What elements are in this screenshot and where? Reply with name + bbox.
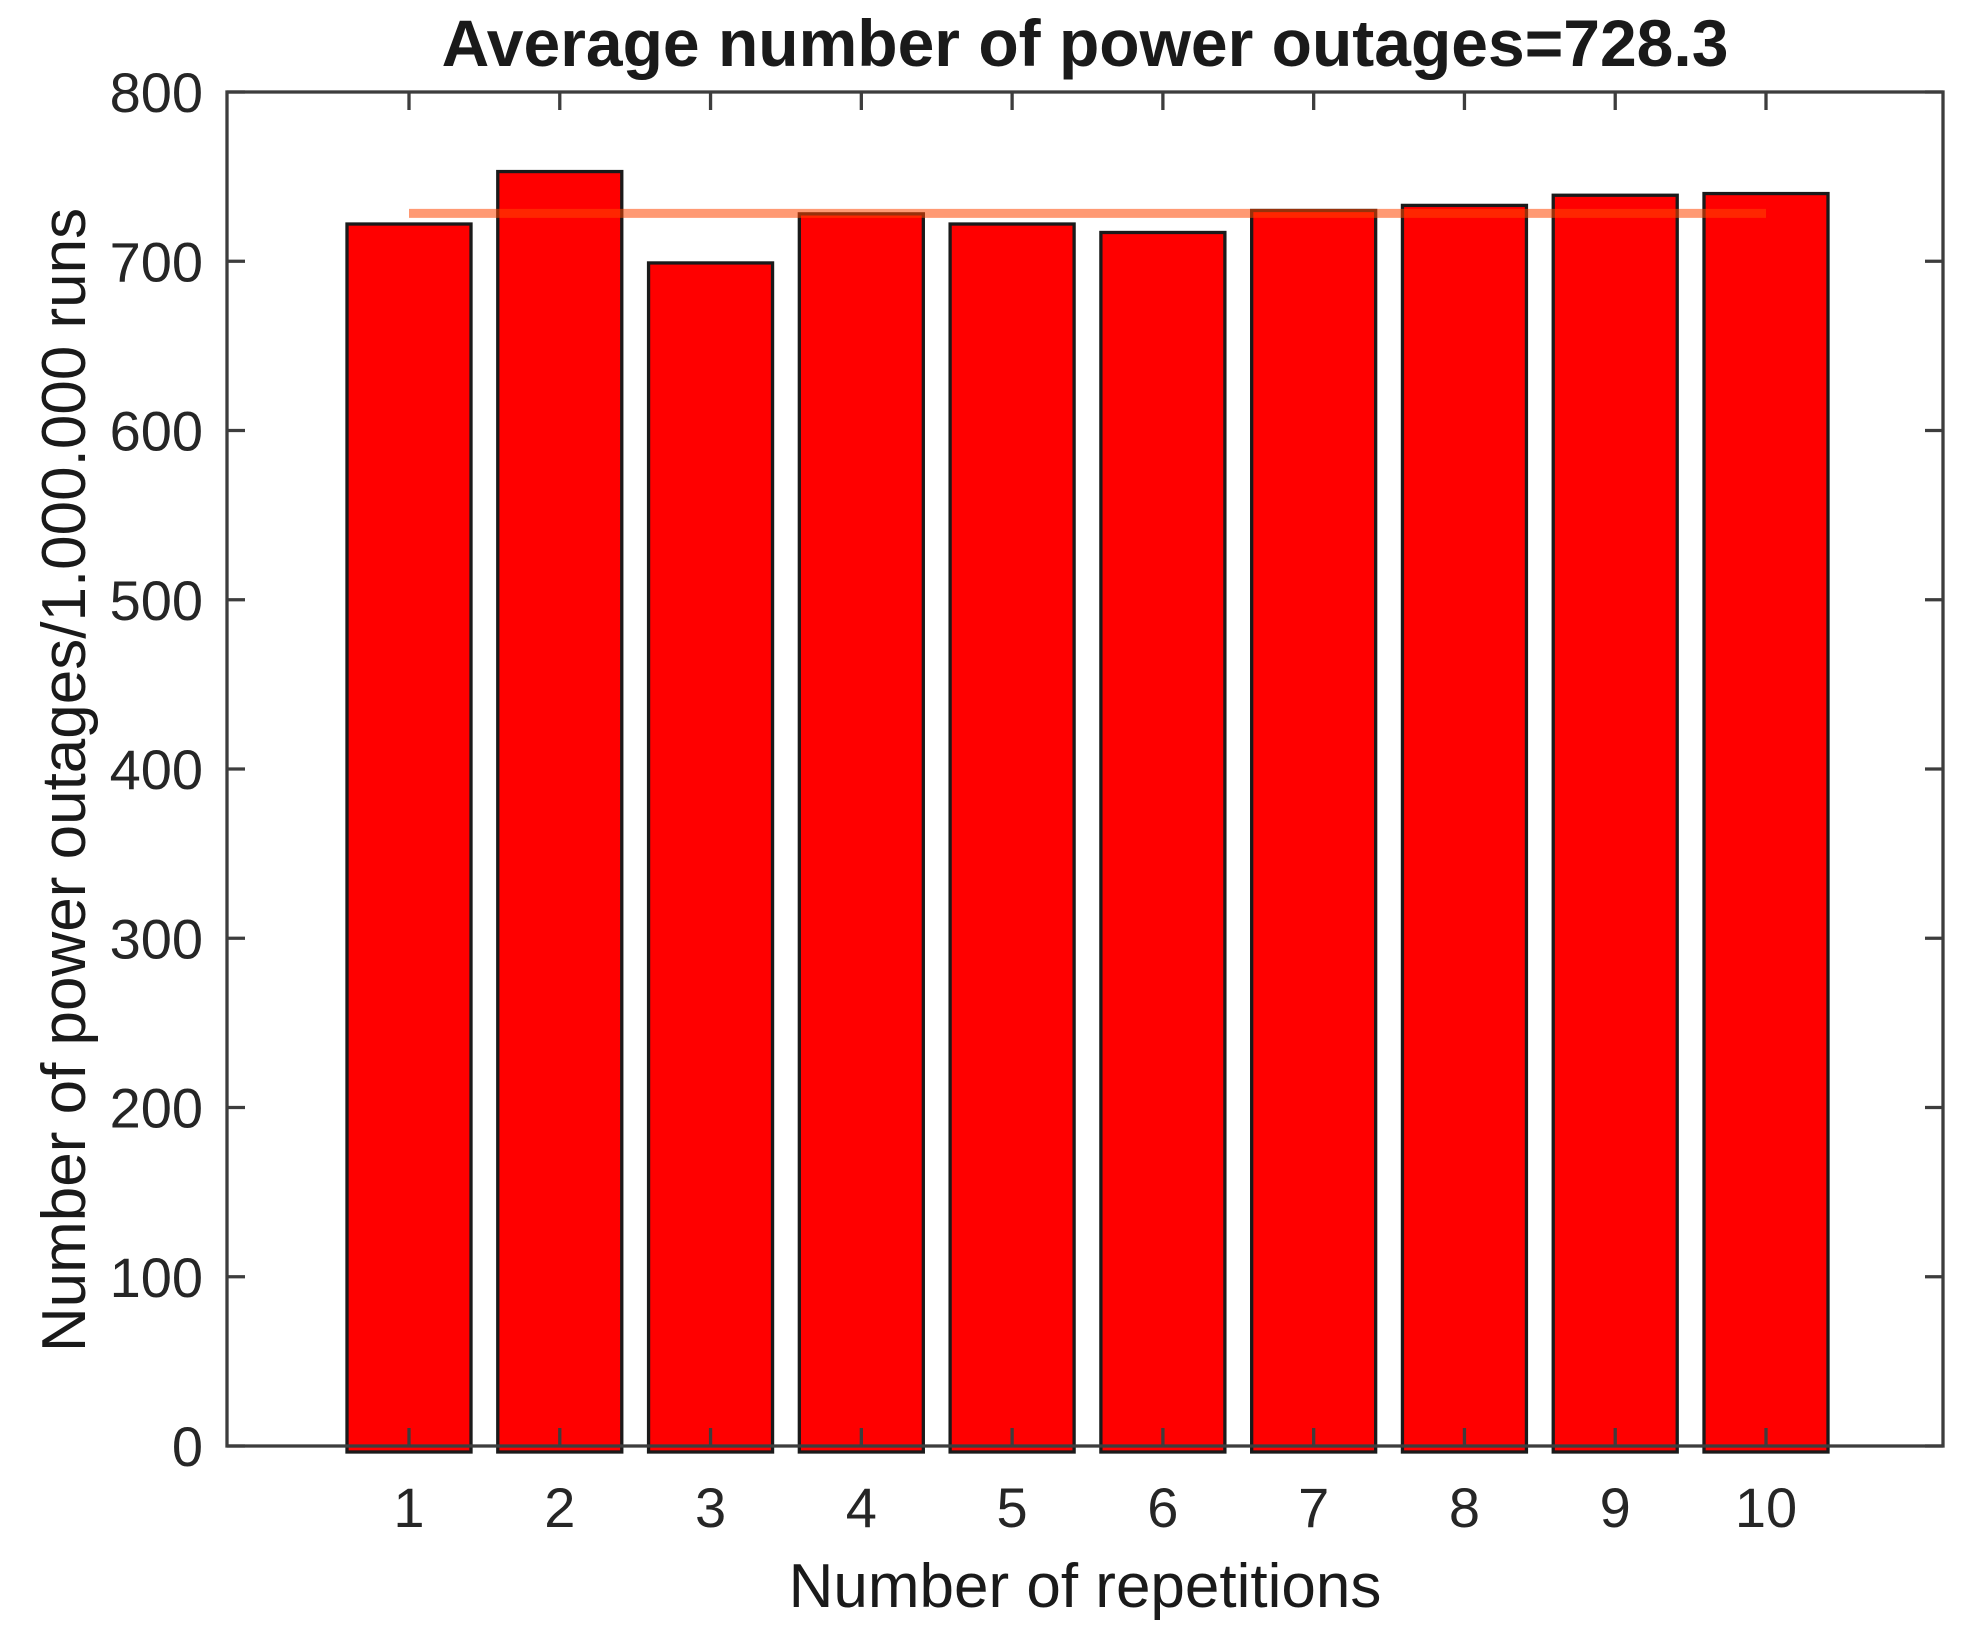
y-tick-label-0: 0 bbox=[172, 1415, 203, 1478]
x-tick-label-10: 10 bbox=[1735, 1476, 1797, 1539]
y-tick-label-800: 800 bbox=[110, 61, 203, 124]
x-tick-label-2: 2 bbox=[544, 1476, 575, 1539]
x-tick-label-3: 3 bbox=[695, 1476, 726, 1539]
bar-repetition-3 bbox=[646, 261, 775, 1454]
x-tick-label-6: 6 bbox=[1147, 1476, 1178, 1539]
y-tick-label-300: 300 bbox=[110, 907, 203, 970]
y-tick-label-400: 400 bbox=[110, 738, 203, 801]
bar-repetition-6 bbox=[1099, 230, 1227, 1454]
x-axis-label: Number of repetitions bbox=[789, 1552, 1382, 1621]
x-tick-label-7: 7 bbox=[1298, 1476, 1329, 1539]
y-tick-label-600: 600 bbox=[110, 400, 203, 463]
plot-area: 0 100 200 300 400 500 600 700 800 1 2 3 4 5 6 7 8 9 10 bbox=[110, 61, 1945, 1539]
bar-repetition-1 bbox=[345, 222, 473, 1454]
bar-repetition-5 bbox=[948, 222, 1076, 1454]
y-tick-label-100: 100 bbox=[110, 1246, 203, 1309]
x-tick-label-8: 8 bbox=[1449, 1476, 1480, 1539]
x-tick-label-1: 1 bbox=[393, 1476, 424, 1539]
axes-box bbox=[225, 90, 1945, 1448]
chart-title: Average number of power outages=728.3 bbox=[442, 6, 1729, 80]
y-axis-label: Number of power outages/1.000.000 runs bbox=[30, 208, 99, 1352]
x-tick-label-9: 9 bbox=[1600, 1476, 1631, 1539]
y-tick-label-700: 700 bbox=[110, 230, 203, 293]
bar-repetition-9 bbox=[1551, 193, 1679, 1454]
y-tick-label-500: 500 bbox=[110, 569, 203, 632]
bar-repetition-2 bbox=[496, 169, 624, 1454]
y-tick-label-200: 200 bbox=[110, 1077, 203, 1140]
x-tick-label-5: 5 bbox=[997, 1476, 1028, 1539]
x-tick-label-4: 4 bbox=[846, 1476, 877, 1539]
bar-repetition-8 bbox=[1400, 203, 1529, 1454]
bar-repetition-4 bbox=[797, 212, 925, 1454]
bar-repetition-10 bbox=[1702, 191, 1830, 1454]
bar-repetition-7 bbox=[1250, 208, 1378, 1454]
